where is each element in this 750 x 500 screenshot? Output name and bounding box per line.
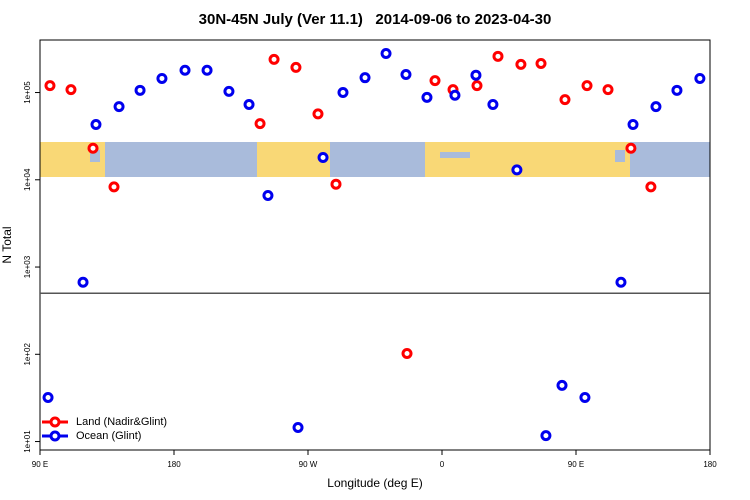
x-tick-label: 90 E bbox=[568, 460, 584, 469]
point bbox=[317, 152, 329, 164]
point bbox=[330, 178, 342, 190]
x-tick-label: 90 E bbox=[32, 460, 48, 469]
point bbox=[400, 68, 412, 80]
point bbox=[671, 84, 683, 96]
point bbox=[113, 101, 125, 113]
point bbox=[581, 80, 593, 92]
point bbox=[515, 58, 527, 70]
point bbox=[492, 50, 504, 62]
point bbox=[650, 101, 662, 113]
sea-patch bbox=[615, 150, 625, 162]
point bbox=[77, 276, 89, 288]
land-patch bbox=[425, 142, 630, 177]
point bbox=[487, 98, 499, 110]
point bbox=[108, 181, 120, 193]
point bbox=[429, 75, 441, 87]
point bbox=[156, 72, 168, 84]
y-tick-label: 1e+04 bbox=[23, 168, 32, 191]
legend-marker bbox=[49, 416, 61, 428]
point bbox=[694, 72, 706, 84]
point bbox=[511, 164, 523, 176]
point bbox=[243, 98, 255, 110]
x-tick-label: 0 bbox=[440, 460, 445, 469]
y-tick-label: 1e+01 bbox=[23, 430, 32, 453]
chart-title: 30N-45N July (Ver 11.1) 2014-09-06 to 20… bbox=[199, 11, 552, 28]
point bbox=[254, 118, 266, 130]
sea-patch bbox=[90, 150, 100, 162]
legend-label: Ocean (Glint) bbox=[76, 430, 141, 442]
y-axis-label: N Total bbox=[0, 226, 14, 263]
point bbox=[42, 391, 54, 403]
point bbox=[268, 53, 280, 65]
x-tick-label: 180 bbox=[167, 460, 181, 469]
legend-marker bbox=[49, 430, 61, 442]
point bbox=[449, 89, 461, 101]
point bbox=[134, 84, 146, 96]
point bbox=[556, 379, 568, 391]
map-band bbox=[40, 142, 710, 177]
point bbox=[337, 87, 349, 99]
y-tick-label: 1e+03 bbox=[23, 255, 32, 278]
point bbox=[87, 142, 99, 154]
point bbox=[290, 61, 302, 73]
x-axis-label: Longitude (deg E) bbox=[327, 476, 422, 490]
point bbox=[90, 119, 102, 131]
point bbox=[359, 72, 371, 84]
point bbox=[312, 108, 324, 120]
sea-patch bbox=[440, 152, 470, 158]
point bbox=[535, 58, 547, 70]
y-tick-label: 1e+05 bbox=[23, 81, 32, 104]
legend-label: Land (Nadir&Glint) bbox=[76, 416, 167, 428]
point bbox=[380, 48, 392, 60]
point bbox=[471, 80, 483, 92]
point bbox=[579, 391, 591, 403]
point bbox=[559, 94, 571, 106]
x-tick-label: 90 W bbox=[299, 460, 318, 469]
point bbox=[223, 85, 235, 97]
point bbox=[292, 421, 304, 433]
point bbox=[645, 181, 657, 193]
point bbox=[627, 119, 639, 131]
point bbox=[65, 84, 77, 96]
point bbox=[615, 276, 627, 288]
point bbox=[602, 84, 614, 96]
point bbox=[201, 64, 213, 76]
point bbox=[625, 142, 637, 154]
land-patch bbox=[257, 142, 330, 177]
point bbox=[179, 64, 191, 76]
y-tick-label: 1e+02 bbox=[23, 343, 32, 366]
plot-frame bbox=[39, 39, 711, 451]
point bbox=[262, 190, 274, 202]
point bbox=[470, 69, 482, 81]
x-tick-label: 180 bbox=[703, 460, 717, 469]
point bbox=[421, 91, 433, 103]
point bbox=[44, 80, 56, 92]
point bbox=[540, 430, 552, 442]
point bbox=[401, 348, 413, 360]
